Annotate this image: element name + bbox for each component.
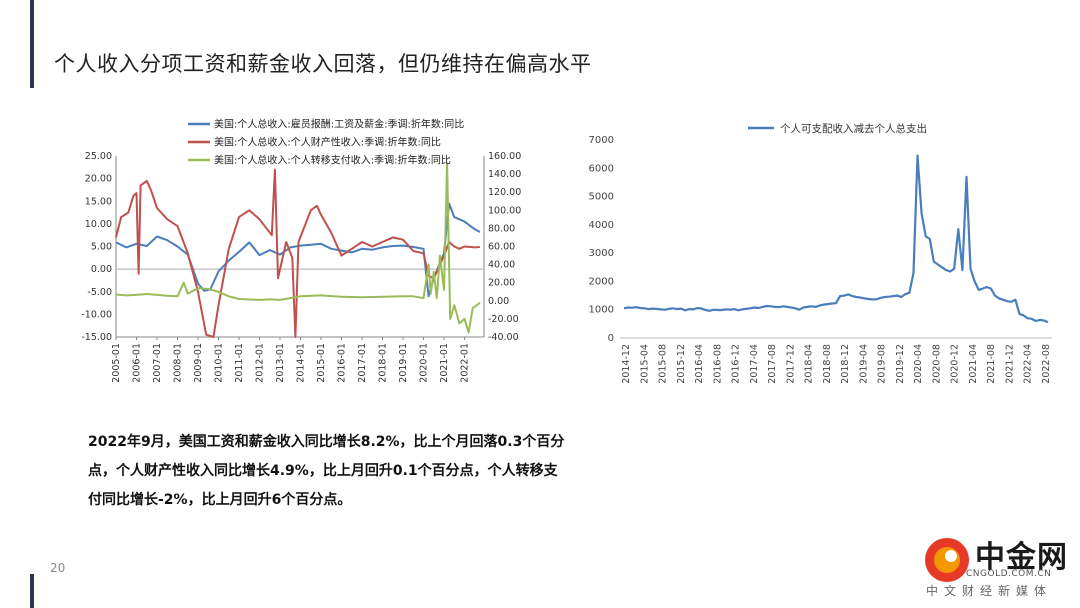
- left-y-tick-label: 10.00: [85, 219, 112, 230]
- right-y-tick-label: 80.00: [488, 223, 515, 234]
- x-tick-label: 2015-04: [639, 344, 650, 384]
- left-y-tick-label: 15.00: [85, 196, 112, 207]
- left-y-tick-label: 25.00: [85, 151, 112, 162]
- left-y-tick-label: -5.00: [87, 287, 112, 298]
- x-tick-label: 2021-04: [968, 344, 979, 384]
- x-tick-label: 2020-01: [419, 343, 430, 383]
- left-y-tick-label: -10.00: [81, 309, 112, 320]
- y-tick-label: 0: [608, 333, 614, 344]
- y-tick-label: 1000: [589, 305, 614, 316]
- x-tick-label: 2019-01: [398, 343, 409, 383]
- page-title: 个人收入分项工资和薪金收入回落，但仍维持在偏高水平: [54, 52, 592, 76]
- x-tick-label: 2017-12: [785, 344, 796, 384]
- title-accent-bar: [30, 0, 34, 88]
- footer-accent-bar: [30, 574, 34, 608]
- x-tick-label: 2020-12: [950, 344, 961, 384]
- chart-description: 2022年9月，美国工资和薪金收入同比增长8.2%，比上个月回落0.3个百分点，…: [88, 434, 565, 508]
- x-tick-label: 2021-01: [439, 343, 450, 383]
- x-tick-label: 2015-12: [676, 344, 687, 384]
- x-tick-label: 2021-12: [1004, 344, 1015, 384]
- x-tick-label: 2010-01: [214, 343, 225, 383]
- x-tick-label: 2016-04: [694, 344, 705, 384]
- x-tick-label: 2006-01: [132, 343, 143, 383]
- wage-property-transfer-chart: 25.00 20.00 15.00 10.00 5.00 0.00 -5.00 -10.00 -…: [81, 118, 521, 383]
- legend-label: 个人可支配收入减去个人总支出: [780, 122, 927, 135]
- x-tick-label: 2017-08: [767, 344, 778, 384]
- left-y-tick-label: 5.00: [91, 242, 112, 253]
- logo-name: 中金网: [975, 540, 1068, 575]
- left-y-tick-label: 0.00: [91, 264, 112, 275]
- y-tick-label: 7000: [589, 135, 614, 146]
- right-y-tick-label: 20.00: [488, 278, 515, 289]
- y-tick-label: 2000: [589, 276, 614, 287]
- right-y-tick-label: 60.00: [488, 242, 515, 253]
- x-tick-label: 2014-01: [296, 343, 307, 383]
- x-tick-label: 2019-08: [877, 344, 888, 384]
- x-tick-label: 2015-01: [316, 343, 327, 383]
- x-tick-label: 2022-01: [460, 343, 471, 383]
- x-tick-label: 2020-08: [931, 344, 942, 384]
- left-y-tick-label: -15.00: [81, 332, 112, 343]
- cngold-logo-icon: [925, 538, 969, 582]
- x-tick-label: 2018-12: [840, 344, 851, 384]
- x-tick-label: 2017-04: [749, 344, 760, 384]
- right-y-tick-label: 100.00: [488, 205, 521, 216]
- x-tick-label: 2005-01: [111, 343, 122, 383]
- x-tick-label: 2013-01: [275, 343, 286, 383]
- x-tick-label: 2018-04: [804, 344, 815, 384]
- series-line-2: [115, 168, 480, 338]
- y-tick-label: 5000: [589, 192, 614, 203]
- x-tick-label: 2016-01: [337, 343, 348, 383]
- x-tick-label: 2016-12: [731, 344, 742, 384]
- x-tick-label: 2016-08: [712, 344, 723, 384]
- right-y-tick-label: 120.00: [488, 187, 521, 198]
- x-tick-label: 2018-01: [378, 343, 389, 383]
- x-tick-label: 2019-12: [895, 344, 906, 384]
- x-tick-label: 2015-08: [658, 344, 669, 384]
- x-tick-label: 2007-01: [152, 343, 163, 383]
- y-tick-label: 4000: [589, 220, 614, 231]
- x-tick-label: 2021-08: [986, 344, 997, 384]
- x-tick-label: 2022-04: [1023, 344, 1034, 384]
- x-tick-label: 2009-01: [193, 343, 204, 383]
- x-tick-label: 2014-12: [621, 344, 632, 384]
- legend-label-1: 美国:个人总收入:雇员报酬:工资及薪金:季调:折年数:同比: [214, 118, 464, 131]
- x-tick-label: 2012-01: [255, 343, 266, 383]
- right-y-tick-label: 0.00: [488, 296, 509, 307]
- y-tick-label: 6000: [589, 163, 614, 174]
- y-tick-label: 3000: [589, 248, 614, 259]
- logo-url: CNGOLD.COM.CN: [966, 569, 1052, 579]
- right-y-tick-label: -20.00: [488, 314, 519, 325]
- x-tick-label: 2017-01: [357, 343, 368, 383]
- disposable-income-minus-spending-chart: 7000 6000 5000 4000 3000 2000 1000 0 2014-12 2015…: [589, 122, 1052, 384]
- x-tick-label: 2008-01: [173, 343, 184, 383]
- legend-label-2: 美国:个人总收入:个人财产性收入:季调:折年数:同比: [214, 136, 441, 149]
- right-y-tick-label: 40.00: [488, 260, 515, 271]
- x-tick-label: 2022-08: [1041, 344, 1052, 384]
- x-tick-label: 2020-04: [913, 344, 924, 384]
- x-tick-label: 2011-01: [234, 343, 245, 383]
- series-line-3: [115, 162, 481, 334]
- right-y-tick-label: 140.00: [488, 169, 521, 180]
- x-tick-label: 2018-08: [822, 344, 833, 384]
- x-tick-label: 2019-04: [858, 344, 869, 384]
- logo-tagline: 中文财经新媒体: [926, 584, 1053, 598]
- left-y-tick-label: 20.00: [85, 174, 112, 185]
- series-line: [623, 154, 1049, 324]
- right-y-tick-label: -40.00: [488, 332, 519, 343]
- right-y-tick-label: 160.00: [488, 151, 521, 162]
- legend-label-3: 美国:个人总收入:个人转移支付收入:季调:折年数:同比: [214, 154, 451, 167]
- page-number: 20: [50, 561, 66, 575]
